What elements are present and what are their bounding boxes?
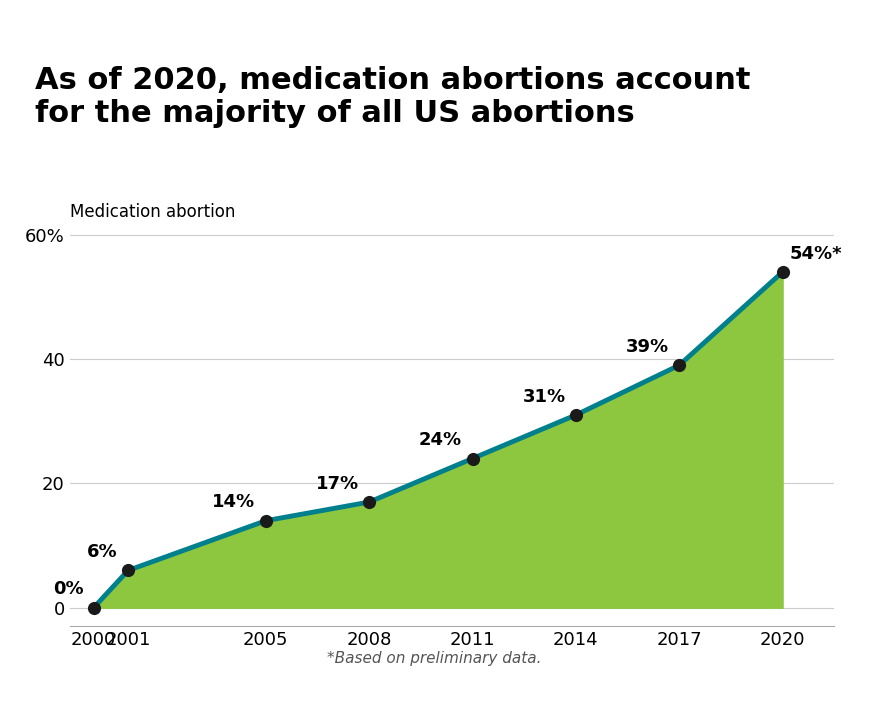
Point bbox=[569, 409, 583, 420]
Point bbox=[466, 453, 480, 464]
Point bbox=[121, 564, 135, 576]
Point bbox=[776, 266, 790, 278]
Text: 17%: 17% bbox=[315, 474, 359, 492]
Text: 54%*: 54%* bbox=[789, 245, 842, 263]
Text: As of 2020, medication abortions account
for the majority of all US abortions: As of 2020, medication abortions account… bbox=[35, 66, 750, 128]
Text: ©2022 Guttmacher Institute: ©2022 Guttmacher Institute bbox=[315, 691, 554, 709]
Text: GUTTMACHER: GUTTMACHER bbox=[239, 13, 434, 37]
Text: Medication abortion: Medication abortion bbox=[70, 203, 235, 221]
Text: *Based on preliminary data.: *Based on preliminary data. bbox=[328, 652, 541, 666]
Point bbox=[673, 359, 687, 371]
Point bbox=[259, 515, 273, 526]
Text: 24%: 24% bbox=[419, 431, 462, 449]
Text: 31%: 31% bbox=[522, 387, 566, 405]
Text: 14%: 14% bbox=[212, 493, 255, 511]
Text: 39%: 39% bbox=[626, 338, 669, 356]
Point bbox=[87, 602, 101, 613]
Text: 6%: 6% bbox=[87, 543, 117, 561]
Text: INSTITUTE: INSTITUTE bbox=[434, 13, 573, 37]
Text: 0%: 0% bbox=[53, 580, 83, 598]
Point bbox=[362, 496, 376, 508]
